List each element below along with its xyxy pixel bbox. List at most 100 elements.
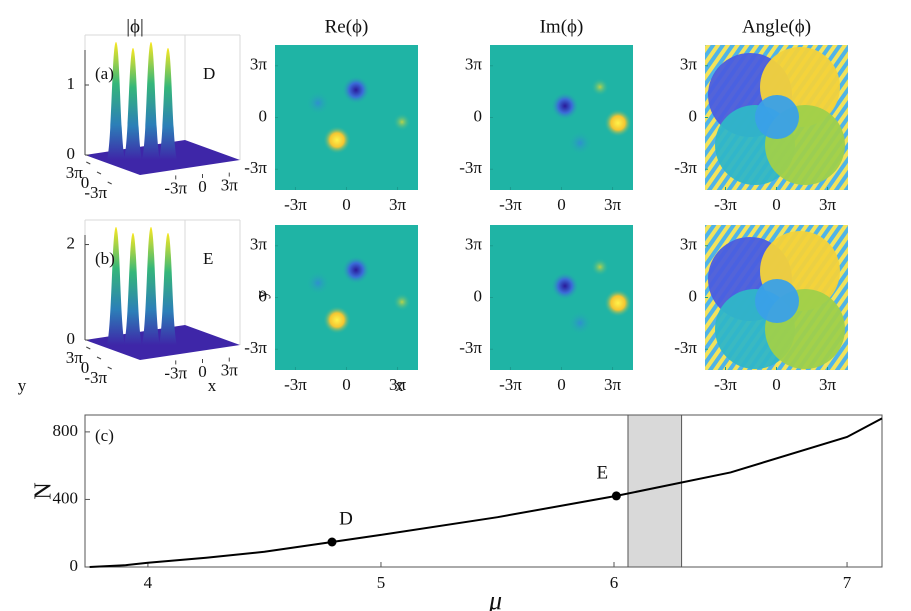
surface-peak	[107, 42, 125, 160]
x-tick-label: 0	[342, 195, 351, 214]
z-tick-label: 0	[67, 329, 76, 348]
field-spot	[591, 78, 609, 96]
x-tick-label: 0	[557, 375, 566, 394]
y-tick	[86, 161, 91, 165]
y-tick-label: -3π	[459, 338, 482, 357]
x-tick-label: 3π	[389, 375, 407, 394]
y-tick-label: 3π	[465, 55, 483, 74]
field-spot	[306, 271, 330, 295]
panel-label: (b)	[95, 249, 115, 268]
panel-title: |ϕ|	[126, 16, 144, 37]
y-tick-label: 0	[259, 286, 268, 305]
x-tick-label: 0	[557, 195, 566, 214]
y-tick	[96, 356, 102, 360]
y-tick-label: 3π	[250, 235, 268, 254]
x-tick-label: -3π	[499, 375, 522, 394]
surface-peak	[159, 233, 177, 345]
y-tick-label: 0	[81, 358, 90, 377]
x-axis-label: μ	[488, 586, 502, 611]
y-tick-label: 0	[689, 106, 698, 125]
y-tick-label: 3π	[250, 55, 268, 74]
field-spot	[604, 109, 632, 137]
field-spot	[393, 113, 411, 131]
y-tick	[86, 346, 91, 350]
y-tick-label: 0	[474, 106, 483, 125]
field-spot	[393, 293, 411, 311]
y-tick-label: -3π	[84, 183, 107, 202]
field-spot	[342, 76, 370, 104]
y-tick-label: -3π	[244, 158, 267, 177]
field-spot	[306, 91, 330, 115]
z-tick-label: 1	[67, 74, 76, 93]
x-tick-label: 0	[198, 177, 207, 196]
x-tick-label: -3π	[164, 178, 187, 197]
x-tick-label: 7	[843, 573, 852, 592]
y-tick-label: -3π	[244, 338, 267, 357]
y-tick-label: -3π	[674, 338, 697, 357]
x-tick-label: 0	[772, 195, 781, 214]
field-spot	[323, 126, 351, 154]
surface-peak	[142, 42, 160, 160]
x-tick-label: 3π	[604, 195, 622, 214]
marked-point	[327, 537, 337, 547]
x-tick-label: -3π	[499, 195, 522, 214]
y-tick	[96, 171, 102, 175]
x-tick-label: -3π	[284, 195, 307, 214]
point-label: D	[203, 64, 215, 83]
y-tick-label: 3π	[680, 235, 698, 254]
y-tick-label: 800	[53, 421, 79, 440]
x-tick-label: 3π	[221, 360, 239, 379]
y-axis-label: y	[252, 290, 271, 299]
point-label: E	[203, 249, 213, 268]
x-tick-label: -3π	[284, 375, 307, 394]
y-tick-label: 3π	[66, 163, 84, 182]
heatmap-bg	[275, 225, 418, 370]
surface-peak	[124, 233, 142, 345]
x-tick-label: 3π	[604, 375, 622, 394]
y-tick-label: 0	[70, 556, 79, 575]
field-spot	[568, 131, 592, 155]
panel-title: Re(ϕ)	[325, 16, 369, 37]
data-line	[89, 417, 883, 568]
y-tick-label: -3π	[459, 158, 482, 177]
x-tick-label: 3π	[389, 195, 407, 214]
x-tick-label: 3π	[819, 375, 837, 394]
surface-peak	[142, 227, 160, 345]
y-tick	[107, 366, 112, 370]
surface-peak	[124, 48, 142, 160]
plot-frame	[84, 414, 883, 568]
y-axis-label: y	[18, 376, 27, 395]
point-label: E	[597, 462, 609, 483]
y-axis-label: N	[31, 482, 57, 499]
panel-title: Im(ϕ)	[540, 16, 584, 37]
x-tick-label: 4	[144, 573, 153, 592]
y-tick-label: 0	[689, 286, 698, 305]
y-tick-label: 0	[474, 286, 483, 305]
phase-region	[755, 279, 799, 323]
z-tick-label: 0	[67, 144, 76, 163]
panel-label: (c)	[95, 426, 114, 445]
x-tick-label: -3π	[164, 363, 187, 382]
y-tick-label: 400	[53, 488, 79, 507]
phase-region	[755, 95, 799, 139]
panel-title: Angle(ϕ)	[742, 16, 811, 37]
field-spot	[604, 289, 632, 317]
field-spot	[591, 258, 609, 276]
x-tick-label: 3π	[221, 175, 239, 194]
x-axis-label: x	[395, 376, 404, 395]
x-tick-label: 3π	[819, 195, 837, 214]
surface-peak	[107, 227, 125, 345]
surface-peak	[159, 48, 177, 160]
z-tick-label: 2	[67, 233, 76, 252]
y-tick	[107, 181, 112, 185]
x-tick-label: 0	[342, 375, 351, 394]
marked-point	[611, 491, 621, 501]
y-tick-label: 3π	[680, 55, 698, 74]
y-tick-label: 3π	[66, 348, 84, 367]
y-tick-label: -3π	[84, 368, 107, 387]
x-axis-label: x	[208, 376, 217, 395]
heatmap-bg	[275, 45, 418, 190]
x-tick-label: -3π	[714, 375, 737, 394]
point-label: D	[339, 508, 353, 529]
x-tick-label: 0	[198, 362, 207, 381]
